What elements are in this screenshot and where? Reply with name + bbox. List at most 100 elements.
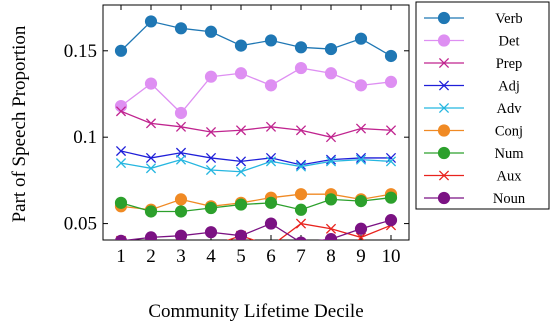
marker-stroke — [385, 156, 397, 167]
series-adj — [115, 145, 397, 170]
x-tick-label: 1 — [116, 246, 126, 267]
data-point-det — [324, 67, 338, 80]
data-point-noun — [324, 233, 338, 240]
data-point-num — [174, 205, 188, 218]
marker-stroke — [175, 121, 187, 132]
y-axis: 0.05 0.1 0.15 — [64, 41, 409, 235]
data-point-adj — [235, 156, 247, 167]
data-point-noun — [295, 236, 307, 240]
legend-label-noun: Noun — [493, 191, 526, 207]
data-point-num — [354, 195, 368, 208]
marker-stroke — [235, 156, 247, 167]
series-line-noun — [122, 219, 392, 240]
marker-stroke — [265, 156, 277, 167]
data-point-adj — [325, 154, 337, 165]
data-point-prep — [145, 118, 157, 129]
data-point-noun — [384, 214, 398, 227]
marker-stroke — [325, 223, 337, 234]
data-point-adv — [205, 164, 217, 176]
data-point-adj — [265, 152, 277, 163]
legend-label-prep: Prep — [496, 56, 523, 72]
marker-stroke — [265, 121, 277, 132]
marker-stroke — [235, 125, 247, 136]
x-tick-label: 3 — [176, 246, 186, 267]
legend-label-adj: Adj — [498, 79, 520, 95]
marker-stroke — [205, 126, 217, 138]
legend-item-prep: Prep — [424, 56, 522, 72]
series-noun — [114, 214, 398, 240]
data-point-verb — [324, 42, 338, 56]
data-point-noun — [354, 222, 368, 235]
marker-stroke — [325, 154, 337, 165]
data-point-prep — [355, 123, 367, 134]
data-point-adj — [115, 145, 127, 157]
series-line-aux — [226, 222, 392, 240]
data-point-noun — [264, 217, 278, 230]
data-point-adv — [175, 154, 187, 165]
marker-stroke — [295, 125, 307, 136]
series-line-verb — [120, 20, 392, 57]
marker-stroke — [438, 80, 450, 91]
legend-marker — [437, 124, 451, 137]
series-line-prep — [120, 110, 392, 138]
series-line-adv — [120, 158, 392, 173]
x-tick-label: 7 — [296, 246, 306, 267]
legend-marker — [438, 102, 450, 114]
data-point-verb — [114, 44, 128, 57]
data-point-num — [114, 196, 128, 209]
data-point-det — [174, 106, 188, 120]
legend-label-num: Num — [495, 146, 525, 162]
legend-marker — [437, 11, 451, 25]
data-point-adv — [235, 166, 247, 177]
data-point-adv — [115, 158, 127, 169]
data-point-adj — [145, 152, 157, 163]
legend-item-verb: Verb — [424, 11, 523, 27]
data-point-aux — [325, 223, 337, 234]
legend-label-verb: Verb — [495, 11, 522, 27]
data-point-verb — [264, 34, 278, 47]
data-point-noun — [174, 229, 188, 240]
data-point-adv — [325, 156, 337, 167]
x-tick-label: 2 — [146, 246, 156, 267]
marker-stroke — [325, 132, 337, 143]
data-point-noun — [144, 231, 158, 240]
data-point-num — [234, 198, 248, 211]
data-point-adv — [355, 154, 367, 165]
x-tick-label: 9 — [356, 246, 366, 267]
data-point-det — [144, 77, 158, 90]
series-num — [114, 191, 398, 218]
legend-marker — [438, 57, 450, 69]
legend-item-det: Det — [424, 34, 519, 50]
legend-item-aux: Aux — [424, 169, 522, 185]
x-tick-label: 10 — [382, 246, 401, 267]
data-point-prep — [265, 121, 277, 132]
data-point-num — [204, 201, 218, 215]
data-point-adv — [295, 161, 307, 172]
data-point-conj — [174, 193, 188, 206]
data-point-num — [294, 203, 308, 216]
data-point-adj — [205, 152, 217, 163]
data-point-verb — [144, 15, 158, 28]
series-line-adj — [120, 150, 391, 166]
legend-marker — [438, 80, 450, 91]
data-point-verb — [234, 39, 248, 52]
marker-stroke — [145, 152, 157, 163]
data-point-det — [114, 99, 128, 113]
legend-item-noun: Noun — [424, 191, 526, 207]
marker-stroke — [205, 152, 217, 163]
x-tick-label: 8 — [326, 246, 336, 267]
series-line-num — [120, 197, 392, 213]
data-point-adj — [355, 152, 367, 163]
data-point-prep — [295, 125, 307, 136]
marker-stroke — [115, 158, 127, 169]
marker-stroke — [235, 166, 247, 177]
data-point-conj — [294, 188, 308, 201]
marker-stroke — [295, 159, 307, 170]
legend-marker — [437, 34, 451, 47]
marker-stroke — [438, 102, 450, 114]
legend-label-det: Det — [499, 34, 520, 50]
marker-stroke — [115, 145, 127, 157]
data-point-det — [354, 79, 368, 92]
marker-stroke — [295, 161, 307, 172]
marker-stroke — [357, 232, 367, 240]
